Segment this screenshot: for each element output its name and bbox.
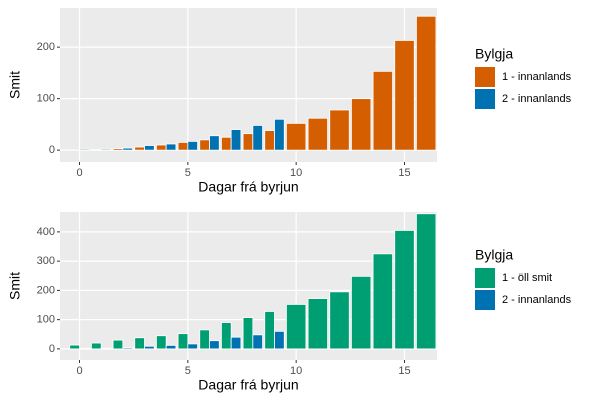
- legend-title: Bylgja: [475, 247, 513, 263]
- bar: [156, 144, 167, 151]
- bar: [187, 343, 198, 350]
- bar: [69, 344, 80, 350]
- y-tick-label: 0: [49, 343, 55, 355]
- bar: [221, 322, 232, 350]
- bar: [100, 148, 112, 151]
- x-axis-label: Dagar frá byrjun: [198, 179, 298, 195]
- y-tick-label: 400: [37, 226, 55, 238]
- legend-key: [475, 67, 495, 87]
- legend-key: [475, 89, 495, 109]
- bar: [394, 230, 415, 350]
- y-tick-label: 200: [37, 41, 55, 53]
- bar: [122, 347, 133, 350]
- bar: [156, 335, 167, 350]
- y-tick-label: 0: [49, 144, 55, 156]
- bar: [209, 340, 220, 350]
- bar: [264, 130, 275, 151]
- y-tick-label: 100: [37, 93, 55, 105]
- legend-label: 1 - innanlands: [502, 71, 572, 83]
- bar: [91, 149, 102, 151]
- bar: [351, 275, 372, 350]
- y-tick-label: 100: [37, 314, 55, 326]
- bar: [230, 336, 242, 350]
- bar: [209, 135, 220, 151]
- bar: [134, 337, 145, 350]
- bar: [79, 148, 90, 151]
- bar: [177, 333, 189, 350]
- bar: [79, 347, 90, 350]
- bar: [230, 129, 242, 151]
- x-tick-label: 15: [398, 365, 410, 377]
- bar: [394, 40, 415, 151]
- legend-label: 1 - öll smit: [502, 272, 552, 284]
- x-tick-label: 5: [185, 167, 191, 179]
- y-axis-label: Smit: [7, 272, 23, 300]
- bar: [199, 329, 210, 350]
- legend-label: 2 - innanlands: [502, 294, 572, 306]
- bar: [177, 142, 189, 151]
- x-tick-label: 0: [76, 365, 82, 377]
- bar: [100, 347, 112, 350]
- bar: [144, 145, 155, 151]
- bar: [307, 117, 328, 151]
- bar: [221, 136, 232, 151]
- legend-key: [475, 268, 495, 288]
- bar: [165, 344, 177, 350]
- bar: [252, 125, 263, 151]
- bar: [165, 143, 177, 151]
- bar: [372, 253, 393, 350]
- bar: [144, 345, 155, 350]
- bar: [242, 317, 254, 350]
- bar: [199, 139, 210, 151]
- bar: [91, 342, 102, 350]
- bar: [112, 339, 124, 350]
- bar: [122, 147, 133, 151]
- bar: [416, 213, 437, 350]
- legend-label: 2 - innanlands: [502, 93, 572, 105]
- bar: [112, 148, 124, 151]
- bar: [307, 298, 328, 350]
- bar: [252, 334, 263, 350]
- legend-key: [475, 290, 495, 310]
- y-tick-label: 300: [37, 255, 55, 267]
- y-tick-label: 200: [37, 284, 55, 296]
- bar: [286, 304, 307, 350]
- x-tick-label: 10: [290, 167, 302, 179]
- bar: [286, 122, 307, 151]
- y-axis-label: Smit: [7, 71, 23, 99]
- x-tick-label: 5: [185, 365, 191, 377]
- bar: [416, 15, 437, 151]
- x-tick-label: 15: [398, 167, 410, 179]
- bar: [187, 140, 198, 151]
- legend-title: Bylgja: [475, 46, 513, 62]
- bar: [274, 330, 285, 350]
- bar: [372, 70, 393, 151]
- bar: [329, 291, 350, 350]
- x-tick-label: 10: [290, 365, 302, 377]
- bar: [134, 146, 145, 151]
- bar: [242, 133, 254, 151]
- bar: [329, 109, 350, 151]
- x-axis-label: Dagar frá byrjun: [198, 377, 298, 393]
- bar: [264, 311, 275, 350]
- x-tick-label: 0: [76, 167, 82, 179]
- bar: [351, 98, 372, 151]
- bar: [274, 118, 285, 151]
